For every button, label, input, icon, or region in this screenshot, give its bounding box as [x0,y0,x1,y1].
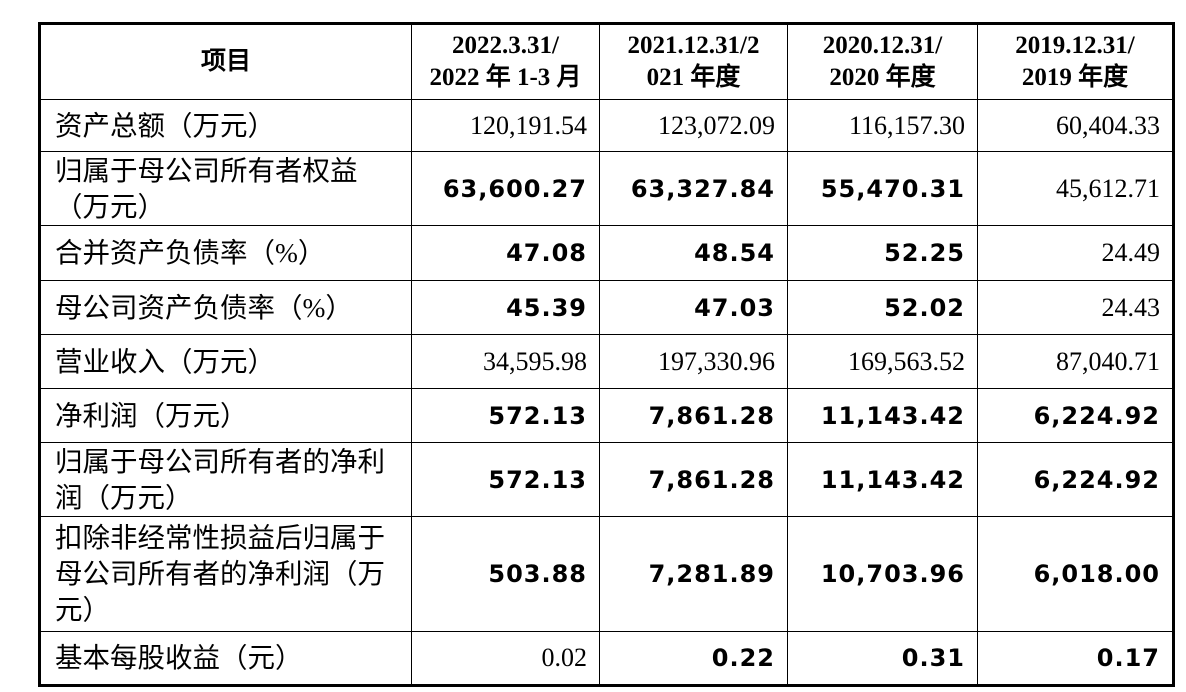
cell-value: 11,143.42 [787,442,978,517]
cell-value: 45,612.71 [977,151,1174,226]
row-label: 归属于母公司所有者的净利润（万元） [39,442,412,517]
row-label: 营业收入（万元） [39,334,412,389]
cell-value: 572.13 [411,442,600,517]
cell-value: 7,281.89 [599,516,788,632]
table-row: 资产总额（万元） 120,191.54 123,072.09 116,157.30 60… [39,99,1174,152]
header-text: 2022 年 1-3 月 [429,64,582,91]
cell-value: 116,157.30 [787,99,978,152]
cell-value: 47.03 [599,280,788,335]
cell-value: 11,143.42 [787,388,978,443]
header-row: 项目 2022.3.31/2022 年 1-3 月 2021.12.31/2 021 … [39,23,1174,100]
row-label: 合并资产负债率（%） [39,225,412,281]
row-label: 归属于母公司所有者权益（万元） [39,151,412,226]
cell-value: 55,470.31 [787,151,978,226]
table-row: 净利润（万元） 572.13 7,861.28 11,143.42 6,224.92 [39,388,1174,443]
header-text: 2019.12.31/ [1015,32,1135,59]
table-row: 归属于母公司所有者权益（万元） 63,600.27 63,327.84 55,470.… [39,151,1174,226]
row-label: 资产总额（万元） [39,99,412,152]
cell-value: 7,861.28 [599,442,788,517]
cell-value: 34,595.98 [411,334,600,389]
header-text: 项目 [200,48,251,75]
cell-value: 123,072.09 [599,99,788,152]
header-text: 2020 年度 [829,64,936,91]
cell-value: 60,404.33 [977,99,1174,152]
cell-value: 6,224.92 [977,388,1174,443]
header-text: 2020.12.31/ [822,32,943,59]
cell-value: 0.02 [411,631,600,686]
row-label: 净利润（万元） [39,388,412,443]
cell-value: 0.31 [787,631,978,686]
cell-value: 48.54 [599,225,788,281]
cell-value: 52.02 [787,280,978,335]
row-label: 扣除非经常性损益后归属于母公司所有者的净利润（万元） [39,516,412,632]
table-row: 扣除非经常性损益后归属于母公司所有者的净利润（万元） 503.88 7,281.89… [39,516,1174,632]
cell-value: 6,018.00 [977,516,1174,632]
cell-value: 45.39 [411,280,600,335]
header-cell: 2021.12.31/2 021 年度 [599,23,788,100]
header-text: 2021.12.31/2 [627,32,760,59]
cell-value: 169,563.52 [787,334,978,389]
cell-value: 24.49 [977,225,1174,281]
data-table: 项目 2022.3.31/2022 年 1-3 月 2021.12.31/2 021 … [38,22,1175,687]
table-row: 营业收入（万元） 34,595.98 197,330.96 169,563.52 87,… [39,334,1174,389]
cell-value: 47.08 [411,225,600,281]
row-label: 母公司资产负债率（%） [39,280,412,335]
header-text: 021 年度 [646,64,741,91]
table-row: 归属于母公司所有者的净利润（万元） 572.13 7,861.28 11,143.42… [39,442,1174,517]
cell-value: 0.17 [977,631,1174,686]
cell-value: 24.43 [977,280,1174,335]
cell-value: 197,330.96 [599,334,788,389]
table-row: 合并资产负债率（%） 47.08 48.54 52.25 24.49 [39,225,1174,281]
table-row: 母公司资产负债率（%） 45.39 47.03 52.02 24.43 [39,280,1174,335]
cell-value: 87,040.71 [977,334,1174,389]
cell-value: 63,600.27 [411,151,600,226]
cell-value: 63,327.84 [599,151,788,226]
cell-value: 503.88 [411,516,600,632]
header-cell: 2019.12.31/2019 年度 [977,23,1174,100]
cell-value: 7,861.28 [599,388,788,443]
cell-value: 6,224.92 [977,442,1174,517]
header-cell: 项目 [39,23,412,100]
row-label: 基本每股收益（元） [39,631,412,686]
header-text: 2022.3.31/ [452,32,559,59]
header-text: 2019 年度 [1021,64,1129,91]
table-body: 资产总额（万元） 120,191.54 123,072.09 116,157.30 60… [39,99,1174,686]
cell-value: 0.22 [599,631,788,686]
cell-value: 120,191.54 [411,99,600,152]
cell-value: 572.13 [411,388,600,443]
cell-value: 10,703.96 [787,516,978,632]
cell-value: 52.25 [787,225,978,281]
header-cell: 2020.12.31/2020 年度 [787,23,978,100]
header-cell: 2022.3.31/2022 年 1-3 月 [411,23,600,100]
table-row: 基本每股收益（元） 0.02 0.22 0.31 0.17 [39,631,1174,686]
